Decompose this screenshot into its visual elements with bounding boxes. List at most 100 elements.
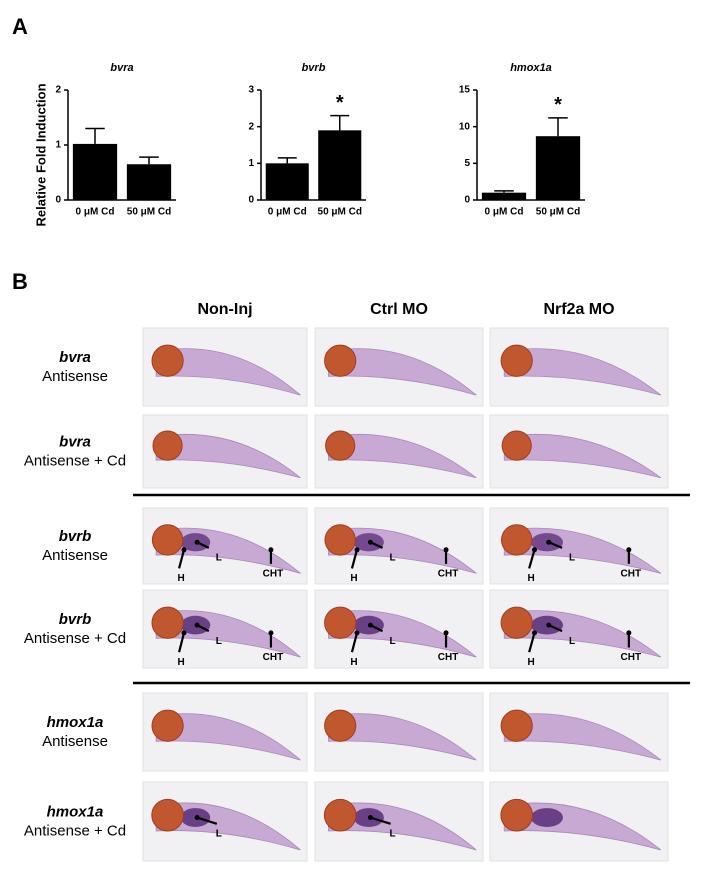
panel-label: A	[12, 14, 28, 39]
larva-eye	[152, 430, 183, 461]
larva-body	[155, 348, 301, 396]
larva-eye	[325, 430, 356, 461]
annotation: CHT	[621, 568, 642, 579]
significance-mark: *	[336, 92, 344, 114]
annotation: H	[350, 573, 357, 584]
y-tick-label: 2	[55, 85, 61, 96]
arrow	[528, 549, 536, 569]
annotation: CHT	[621, 652, 642, 663]
y-axis-label: Relative Fold Induction	[33, 83, 48, 226]
larva-body	[328, 713, 477, 761]
row-gene: bvra	[59, 349, 91, 366]
arrow-head	[367, 539, 373, 545]
row-probe: Antisense	[42, 368, 108, 385]
arrow-head	[532, 630, 537, 636]
annotation: H	[177, 573, 184, 584]
larva-eye	[500, 798, 534, 832]
row-gene: bvrb	[59, 611, 92, 628]
arrow-head	[181, 547, 187, 553]
panel-label: B	[12, 269, 28, 294]
row-gene: hmox1a	[47, 714, 104, 731]
larva-eye	[151, 709, 184, 742]
larva-eye	[500, 344, 533, 377]
larva-body	[503, 348, 662, 396]
arrow-head	[367, 622, 373, 628]
larva-eye	[151, 344, 184, 377]
error-bar	[85, 127, 105, 144]
row-probe: Antisense + Cd	[24, 822, 126, 839]
error-bar	[277, 157, 297, 164]
annotation: CHT	[263, 652, 284, 663]
annotation: L	[216, 553, 222, 564]
row-gene: bvrb	[59, 528, 92, 545]
bar	[72, 143, 118, 200]
arrow-head	[443, 547, 449, 553]
y-tick-label: 0	[464, 195, 470, 206]
x-tick-label: 50 μM Cd	[536, 207, 580, 218]
larva-body	[328, 434, 477, 479]
larva-eye	[151, 524, 184, 556]
bar	[318, 130, 362, 200]
error-bar	[139, 156, 159, 165]
x-tick-label: 0 μM Cd	[76, 207, 115, 218]
row-probe: Antisense + Cd	[24, 452, 126, 469]
annotation: L	[569, 636, 575, 647]
error-bar	[330, 114, 350, 131]
larva-eye	[501, 524, 533, 556]
arrow-head	[268, 547, 274, 553]
annotation: L	[216, 636, 222, 647]
annotation: H	[528, 657, 535, 668]
larva-body	[155, 713, 301, 761]
arrow	[350, 549, 359, 569]
y-tick-label: 1	[55, 140, 61, 151]
annotation: L	[390, 828, 396, 839]
annotation: L	[390, 636, 396, 647]
larva-eye	[501, 430, 532, 461]
error-bar	[548, 117, 568, 137]
annotation: H	[350, 657, 357, 668]
annotation: CHT	[263, 568, 284, 579]
arrow	[178, 549, 186, 569]
larva-body	[328, 348, 477, 396]
arrow-head	[546, 622, 552, 628]
x-tick-label: 50 μM Cd	[127, 207, 171, 218]
annotation: L	[216, 828, 222, 839]
arrow	[178, 632, 186, 653]
arrow-head	[354, 630, 360, 636]
bar	[265, 163, 309, 200]
row-gene: bvra	[59, 433, 91, 450]
chart-title: hmox1a	[510, 62, 552, 74]
annotation: L	[390, 553, 396, 564]
column-header: Non-Inj	[197, 301, 252, 318]
annotation: L	[569, 553, 575, 564]
bar	[481, 192, 527, 200]
x-tick-label: 0 μM Cd	[268, 207, 307, 218]
arrow	[370, 816, 391, 825]
larva-eye	[324, 709, 357, 742]
larva-eye	[500, 709, 533, 742]
x-tick-label: 50 μM Cd	[318, 207, 362, 218]
larva-body	[155, 434, 301, 479]
row-gene: hmox1a	[47, 803, 104, 820]
arrow-head	[626, 630, 632, 636]
y-tick-label: 5	[464, 158, 470, 169]
annotation: H	[177, 657, 184, 668]
bar	[535, 136, 581, 200]
chart-title: bvra	[110, 62, 133, 74]
column-header: Ctrl MO	[370, 301, 428, 318]
arrow-head	[532, 547, 537, 553]
larva-eye	[324, 606, 357, 639]
bar	[126, 164, 172, 200]
arrow-head	[354, 547, 360, 553]
row-probe: Antisense	[42, 733, 108, 750]
row-probe: Antisense + Cd	[24, 630, 126, 647]
chart-title: bvrb	[302, 62, 326, 74]
arrow-head	[181, 630, 187, 636]
y-tick-label: 2	[248, 121, 254, 132]
larva-body	[503, 713, 662, 761]
arrow-head	[194, 539, 200, 545]
arrow-head	[268, 630, 274, 636]
larva-eye	[323, 798, 357, 832]
larva-eye	[324, 524, 356, 556]
error-bar	[494, 190, 514, 193]
